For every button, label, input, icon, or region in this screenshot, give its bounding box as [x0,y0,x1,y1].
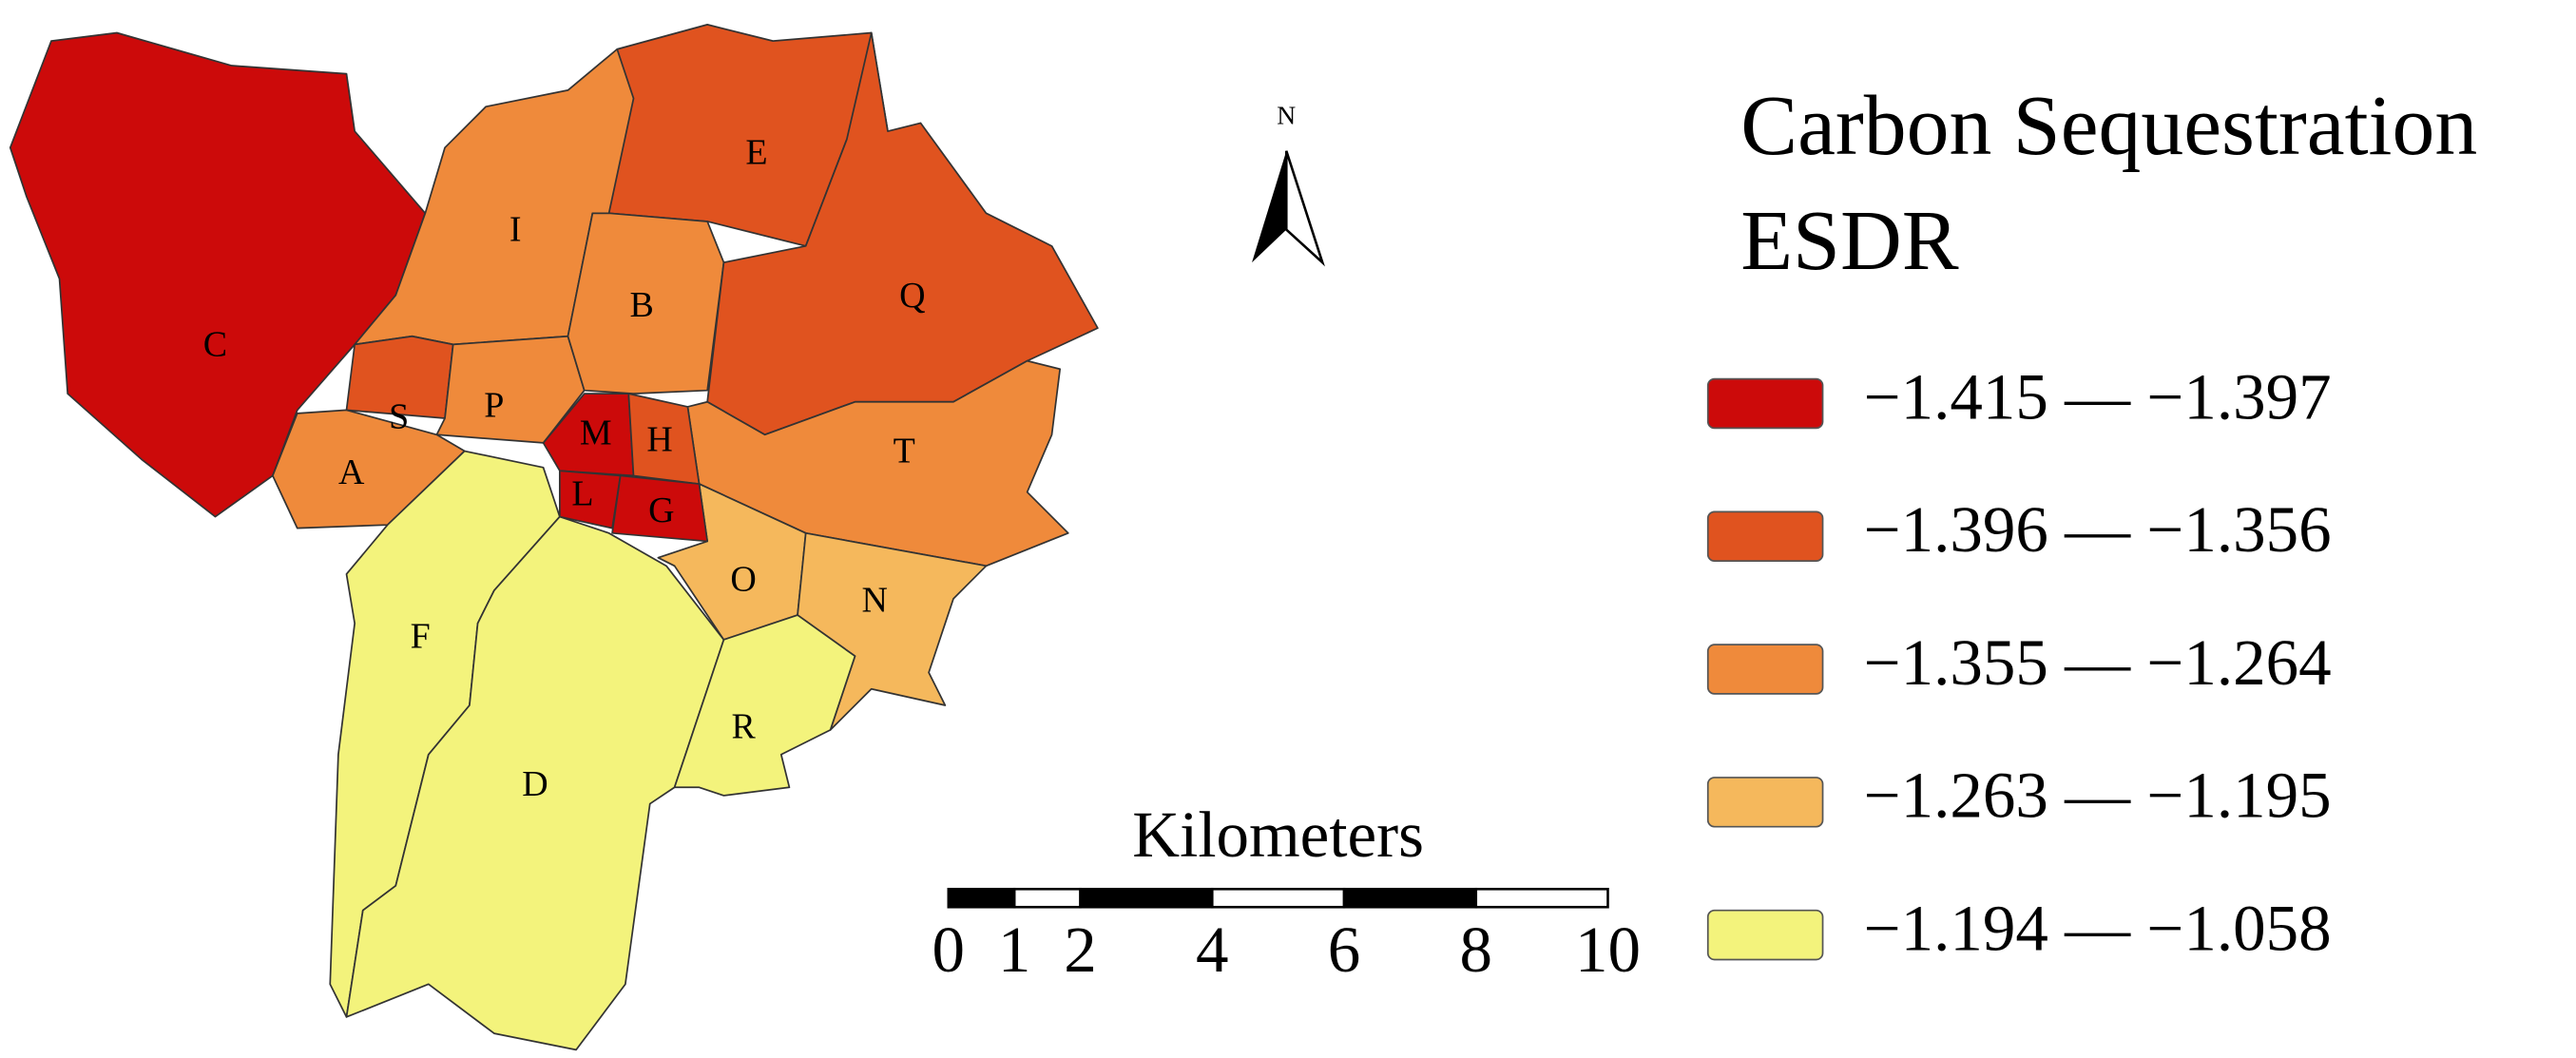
scale-label: Kilometers [1132,798,1424,871]
north-arrow: N [1252,101,1325,267]
region [611,474,709,543]
region-labels: C I S P A E B Q T O N F D R M H L G [203,133,926,804]
legend-swatch [1706,510,1824,563]
region [567,212,725,395]
scale-tick-label: 10 [1575,913,1641,986]
scale-tick-label: 1 [998,913,1031,986]
legend-swatch [1706,909,1824,961]
region-label: L [571,474,593,514]
region-label: D [522,764,548,804]
region-label: C [203,325,227,365]
scale-segment [1210,887,1346,909]
scale-segment [1342,887,1478,909]
region-label: G [648,491,674,530]
region-label: A [338,452,365,492]
legend-swatch [1706,377,1824,430]
scale-tick-label: 4 [1196,913,1229,986]
legend-label: −1.194 — −1.058 [1864,891,2332,964]
legend-title: Carbon Sequestration [1740,79,2477,173]
scale-bar: 0 1 2 4 6 8 10 [932,887,1641,986]
legend-label: −1.396 — −1.356 [1864,492,2332,566]
scale-segment [947,887,1016,909]
region-label: M [580,414,612,453]
scale-segment [1079,887,1214,909]
north-label: N [1277,101,1296,130]
region-label: T [894,432,915,471]
region-label: Q [899,276,925,316]
region-label: R [731,707,756,747]
region-label: E [745,133,767,173]
region-label: F [411,617,431,657]
legend-label: −1.355 — −1.264 [1864,625,2332,699]
region-label: I [509,210,522,250]
legend-swatch [1706,644,1824,695]
regions [9,24,1099,1051]
region-label: S [389,396,409,436]
scale-segment [1012,887,1082,909]
scale-tick-label: 0 [932,913,966,986]
legend-label: −1.415 — −1.397 [1864,359,2332,433]
scale-segment [1474,887,1609,909]
legend-title: ESDR [1740,194,1958,288]
legend: −1.415 — −1.397 −1.396 — −1.356 −1.355 — −… [1706,359,2332,964]
region-label: N [861,581,887,621]
legend-swatch [1706,777,1824,828]
region-label: B [629,285,653,325]
scale-tick-label: 2 [1064,913,1097,986]
region [272,409,466,529]
region-label: P [484,385,504,425]
region-label: H [646,420,672,460]
scale-tick-label: 8 [1459,913,1492,986]
region [673,614,856,797]
legend-label: −1.263 — −1.195 [1864,759,2332,832]
scale-tick-label: 6 [1328,913,1361,986]
region-label: O [730,559,756,599]
